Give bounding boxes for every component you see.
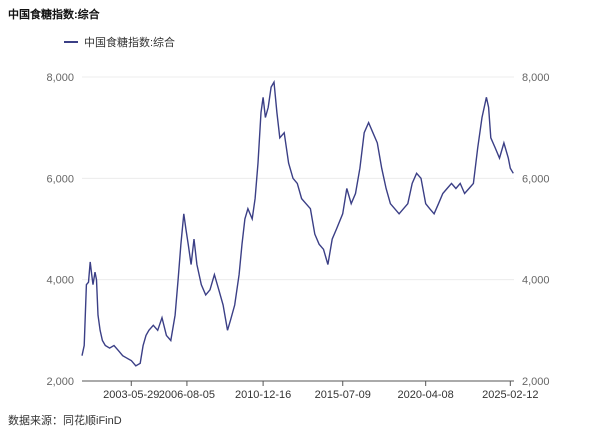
series-line [81, 79, 514, 367]
y-tick-label-right: 6,000 [522, 173, 550, 185]
x-axis: 2003-05-29 2006-08-05 2010-12-16 2015-07-09… [82, 380, 538, 401]
x-tick-label: 2015-07-09 [315, 389, 371, 401]
chart-title: 中国食糖指数:综合 [8, 9, 100, 21]
y-tick-label-left: 2,000 [46, 376, 74, 388]
y-tick-label-right: 4,000 [522, 275, 550, 287]
x-tick-label: 2003-05-29 [103, 389, 159, 401]
y-tick-label-left: 8,000 [46, 72, 74, 84]
legend[interactable]: 中国食糖指数:综合 [64, 34, 175, 50]
x-tick-label: 2010-12-16 [235, 389, 291, 401]
y-tick-label-left: 6,000 [46, 173, 74, 185]
legend-line-swatch-icon [64, 41, 78, 43]
y-tick-label-right: 2,000 [522, 376, 550, 388]
data-source: 数据来源：同花顺iFinD [8, 415, 122, 427]
y-tick-label-right: 8,000 [522, 72, 550, 84]
x-tick-label: 2020-04-08 [398, 389, 454, 401]
legend-label: 中国食糖指数:综合 [84, 37, 176, 49]
y-axis-left: 2,000 4,000 6,000 8,000 [46, 72, 74, 388]
y-tick-label-left: 4,000 [46, 275, 74, 287]
y-axis-right: 2,000 4,000 6,000 8,000 [522, 72, 550, 388]
x-tick-label: 2006-08-05 [159, 389, 215, 401]
x-tick-label: 2025-02-12 [482, 389, 538, 401]
